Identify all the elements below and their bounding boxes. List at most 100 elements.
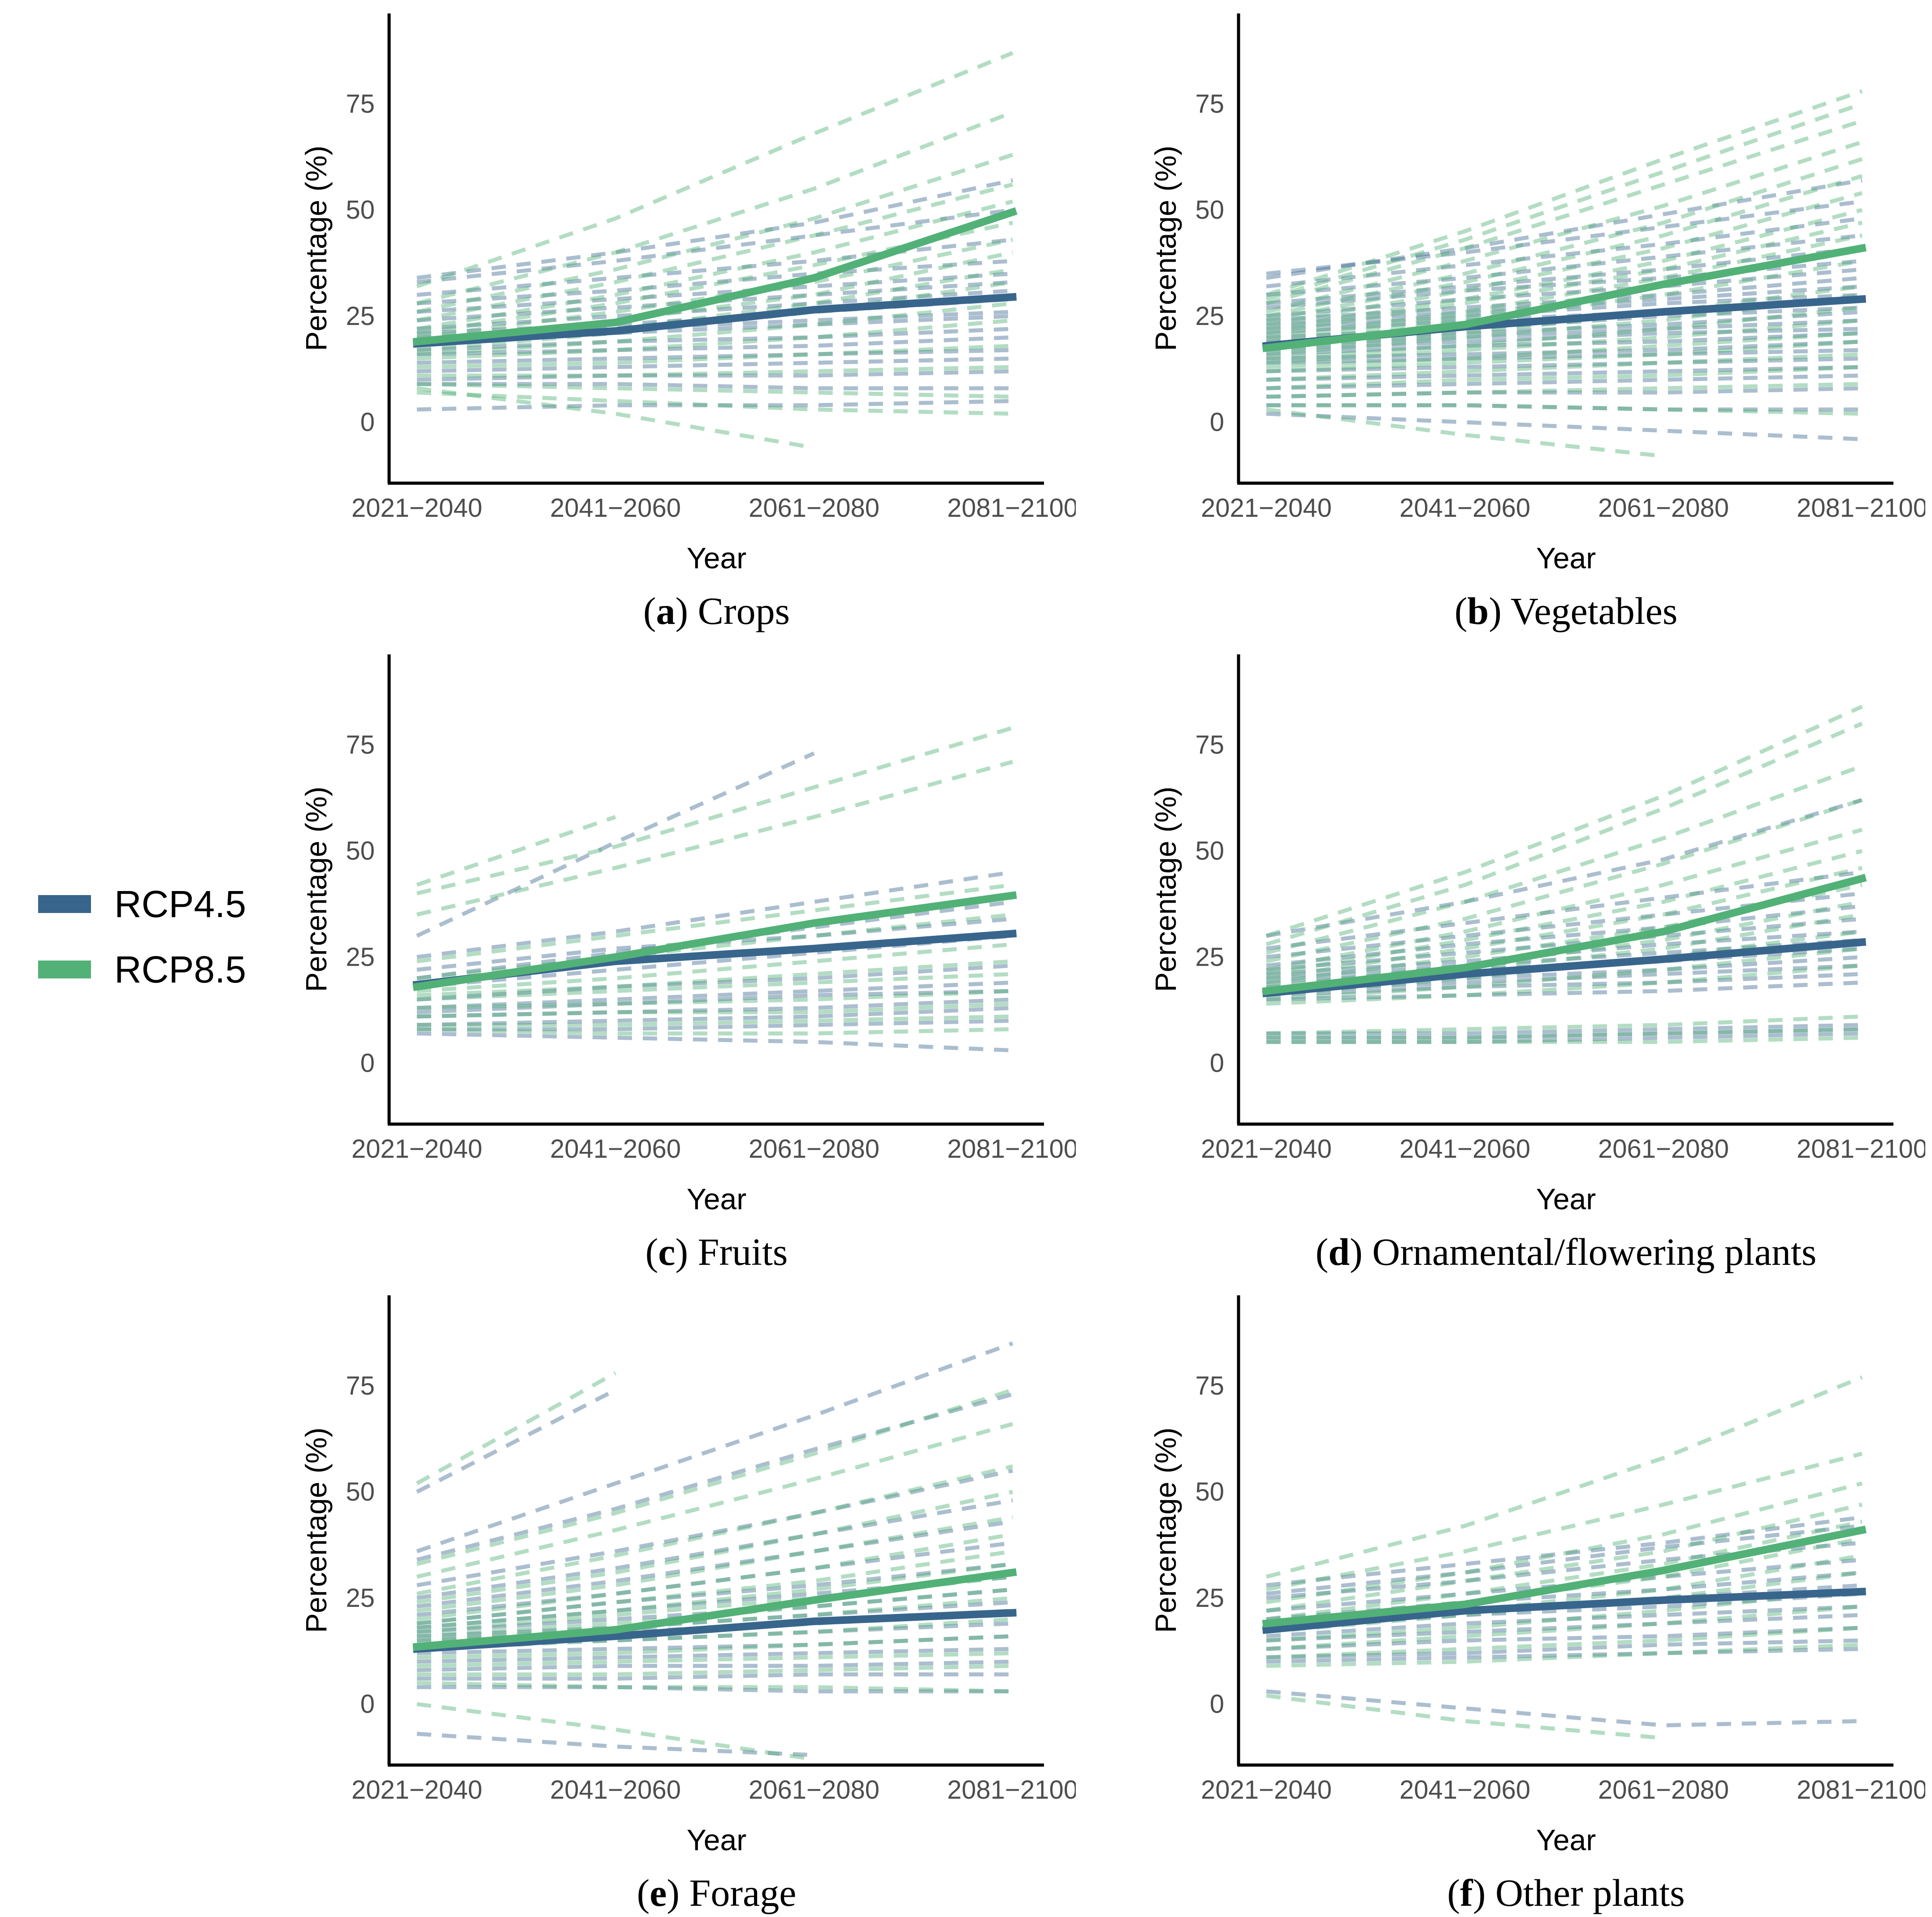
- rcp85-ensemble-line: [416, 1515, 1013, 1613]
- rcp85-ensemble-line: [1265, 140, 1863, 314]
- panel-caption: (e) Forage: [637, 1871, 797, 1914]
- figure-legend: RCP4.5 RCP8.5: [38, 885, 246, 988]
- x-tick-label: 2081−2100: [947, 1775, 1076, 1804]
- x-axis-title: Year: [687, 1823, 746, 1856]
- rcp45-ensemble-line: [416, 1031, 1013, 1053]
- y-tick-label: 0: [1210, 1690, 1224, 1719]
- plot-c: 0 25 50 75 2021−2040 2041−2060 2061−2080 2081−2…: [299, 654, 1076, 1273]
- plot-f: 0 25 50 75 2021−2040 2041−2060 2061−2080 2081−2…: [1149, 1295, 1925, 1914]
- legend-label-rcp85: RCP8.5: [114, 948, 247, 991]
- plot-d: 0 25 50 75 2021−2040 2041−2060 2061−2080 2081−2…: [1149, 654, 1925, 1273]
- y-tick-label: 75: [1195, 1371, 1224, 1400]
- rcp85-ensemble-line: [1265, 705, 1863, 938]
- rcp45-ensemble-line: [1266, 411, 1863, 441]
- y-tick-label: 25: [1195, 302, 1224, 331]
- y-tick-label: 75: [346, 1371, 375, 1400]
- x-tick-label: 2021−2040: [1201, 1775, 1332, 1804]
- rcp45-color-swatch: [38, 895, 91, 913]
- rcp45-mean-line: [1262, 938, 1867, 998]
- rcp85-ensemble-line: [1266, 407, 1664, 459]
- rcp85-ensemble-line: [416, 51, 1014, 289]
- rcp45-mean-line: [1262, 1588, 1866, 1634]
- rcp85-ensemble-line: [1265, 764, 1863, 955]
- caption-letter: a: [656, 589, 676, 632]
- rcp85-mean-line: [412, 207, 1018, 346]
- panel-vegetables: 0 25 50 75 2021−2040 2041−2060 2061−2080 2081−2…: [1118, 0, 1925, 641]
- rcp85-ensemble-line: [1266, 233, 1863, 340]
- rcp85-ensemble-line: [1265, 1375, 1863, 1579]
- panel-crops: 0 25 50 75 2021−2040 2041−2060 2061−2080 2081−2…: [269, 0, 1076, 641]
- x-tick-label: 2041−2060: [1399, 1134, 1530, 1164]
- x-tick-label: 2061−2080: [1598, 1134, 1729, 1164]
- rcp45-ensemble-line: [416, 178, 1013, 280]
- caption-letter: d: [1328, 1230, 1350, 1273]
- y-axis-title: Percentage (%): [1149, 146, 1182, 351]
- rcp45-ensemble-line: [416, 1341, 1014, 1554]
- rcp45-mean-line: [412, 1609, 1017, 1653]
- plot-e: 0 25 50 75 2021−2040 2041−2060 2061−2080 2081−2…: [299, 1295, 1076, 1914]
- x-tick-label: 2061−2080: [1598, 493, 1729, 523]
- rcp85-ensemble-line: [416, 153, 1014, 314]
- rcp85-mean-line: [1262, 1525, 1867, 1628]
- x-tick-label: 2021−2040: [1201, 1134, 1332, 1164]
- rcp45-ensemble-line: [416, 1388, 617, 1494]
- rcp85-mean-line: [412, 1568, 1017, 1651]
- panel-caption: (c) Fruits: [645, 1230, 788, 1273]
- caption-letter: c: [658, 1230, 675, 1273]
- panel-caption: (d) Ornamental/flowering plants: [1316, 1230, 1817, 1273]
- y-axis-title: Percentage (%): [299, 146, 333, 351]
- legend-item-rcp45: RCP4.5: [38, 885, 246, 923]
- x-tick-label: 2061−2080: [749, 1134, 879, 1164]
- y-axis-title: Percentage (%): [1149, 1428, 1182, 1633]
- x-tick-label: 2021−2040: [351, 1775, 482, 1804]
- y-tick-label: 75: [346, 730, 375, 759]
- caption-title: Crops: [698, 589, 790, 632]
- rcp85-ensemble-line: [416, 760, 1014, 917]
- panel-caption: (f) Other plants: [1447, 1871, 1685, 1914]
- rcp85-ensemble-line: [1265, 102, 1863, 301]
- x-tick-label: 2081−2100: [947, 493, 1076, 523]
- rcp85-mean-line: [1262, 874, 1867, 995]
- rcp85-ensemble-line: [1266, 1693, 1664, 1740]
- x-tick-label: 2041−2060: [1399, 493, 1530, 523]
- x-axis-title: Year: [687, 1182, 746, 1216]
- rcp85-ensemble-line: [416, 1464, 1014, 1596]
- x-tick-label: 2021−2040: [351, 1134, 482, 1164]
- legend-label-rcp45: RCP4.5: [114, 883, 247, 925]
- rcp45-ensemble-line: [416, 1498, 1013, 1600]
- rcp85-ensemble-line: [416, 1388, 1014, 1566]
- rcp85-ensemble-line: [1266, 208, 1863, 331]
- rcp45-ensemble-line: [1266, 798, 1863, 938]
- y-tick-label: 50: [1195, 1477, 1224, 1506]
- x-tick-label: 2021−2040: [351, 493, 482, 523]
- x-tick-label: 2061−2080: [749, 493, 879, 523]
- rcp85-ensemble-line: [416, 1371, 617, 1485]
- caption-title: Vegetables: [1511, 589, 1678, 632]
- caption-letter: b: [1467, 589, 1489, 632]
- rcp85-ensemble-line: [416, 182, 1014, 323]
- caption-letter: f: [1460, 1871, 1473, 1914]
- rcp85-ensemble-line: [416, 1027, 1013, 1036]
- rcp85-ensemble-line: [1266, 191, 1863, 327]
- y-axis-title: Percentage (%): [299, 1428, 333, 1633]
- x-axis-title: Year: [1536, 1823, 1596, 1856]
- rcp45-ensemble-line: [1266, 1689, 1863, 1727]
- y-tick-label: 25: [346, 302, 375, 331]
- y-tick-label: 50: [346, 836, 375, 865]
- y-tick-label: 50: [346, 195, 375, 225]
- caption-title: Fruits: [698, 1230, 788, 1273]
- rcp85-ensemble-line: [1266, 157, 1863, 318]
- x-tick-label: 2061−2080: [749, 1775, 879, 1804]
- y-tick-label: 0: [1210, 408, 1224, 437]
- rcp85-ensemble-line: [1266, 1481, 1863, 1605]
- y-tick-label: 75: [346, 89, 375, 118]
- panel-caption: (a) Crops: [643, 589, 790, 632]
- caption-letter: e: [650, 1871, 667, 1914]
- rcp85-ensemble-line: [1265, 89, 1863, 297]
- y-tick-label: 25: [346, 943, 375, 972]
- rcp45-mean-line: [412, 293, 1017, 348]
- y-axis-title: Percentage (%): [1149, 787, 1182, 992]
- x-tick-label: 2021−2040: [1201, 493, 1332, 523]
- rcp85-ensemble-line: [416, 199, 1014, 331]
- rcp85-ensemble-line: [416, 1702, 814, 1761]
